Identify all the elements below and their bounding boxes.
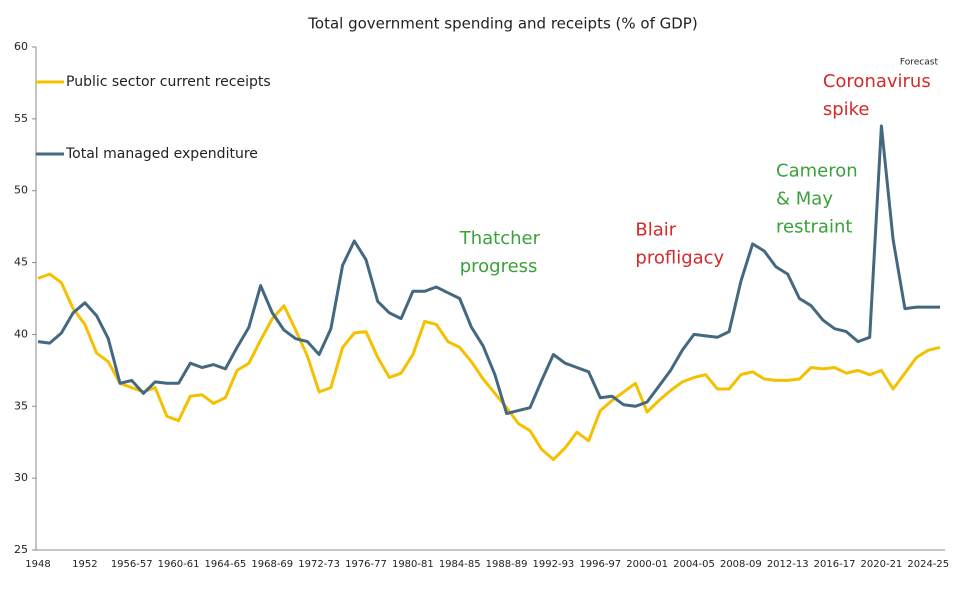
series-line [37,272,941,461]
y-tick-label: 50 [14,184,28,197]
annotation-line: progress [460,256,538,277]
y-tick-label: 60 [14,40,28,53]
annotation-line: Coronavirus [823,71,931,92]
legend-label: Total managed expenditure [65,146,258,162]
y-tick-label: 40 [14,327,28,340]
legend-label: Public sector current receipts [66,74,271,90]
x-tick-label: 2012-13 [767,559,809,570]
x-tick-label: 2024-25 [907,559,949,570]
forecast-label: Forecast [900,58,939,68]
annotation-line: profligacy [635,247,724,268]
annotation: Thatcher progress [459,228,541,277]
x-tick-label: 2016-17 [814,559,856,570]
annotation-line: Blair [635,219,676,240]
x-tick-label: 2008-09 [720,559,762,570]
x-tick-label: 1968-69 [251,559,293,570]
x-tick-label: 2020-21 [861,559,903,570]
y-tick-label: 45 [14,256,28,269]
annotation: Blair profligacy [635,219,724,268]
annotation: Coronavirus spike [823,71,931,120]
annotation-line: restraint [776,216,852,237]
x-tick-label: 1948 [25,559,50,570]
x-tick-label: 1984-85 [439,559,481,570]
annotation: Cameron & May restraint [776,160,858,237]
x-tick-label: 1992-93 [533,559,575,570]
y-tick-label: 35 [14,399,28,412]
x-tick-label: 1972-73 [298,559,340,570]
x-tick-label: 1964-65 [205,559,247,570]
chart-title: Total government spending and receipts (… [307,15,697,33]
annotation-line: Thatcher [459,228,541,249]
x-tick-label: 2004-05 [673,559,715,570]
x-tick-label: 1988-89 [486,559,528,570]
x-tick-label: 1960-61 [158,559,200,570]
annotation-line: Cameron [776,160,858,181]
x-tick-label: 2000-01 [626,559,668,570]
x-tick-label: 1980-81 [392,559,434,570]
y-tick-label: 55 [14,112,28,125]
series-line [37,124,940,415]
annotation-line: & May [776,188,833,209]
x-tick-label: 1952 [72,559,97,570]
x-tick-label: 1996-97 [579,559,621,570]
annotation-line: spike [823,99,870,120]
y-tick-label: 25 [14,543,28,556]
y-tick-label: 30 [14,471,28,484]
x-tick-label: 1956-57 [111,559,153,570]
x-tick-label: 1976-77 [345,559,387,570]
